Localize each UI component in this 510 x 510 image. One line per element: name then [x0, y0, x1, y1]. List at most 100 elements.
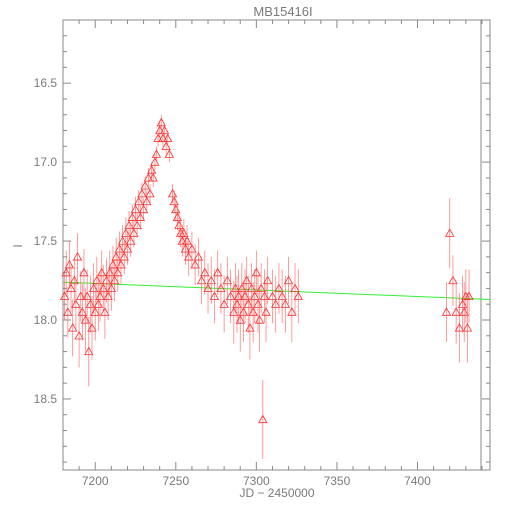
- data-point: [271, 275, 281, 333]
- data-point: [290, 263, 300, 314]
- y-tick-label: 18.0: [34, 313, 58, 327]
- data-point: [464, 269, 474, 324]
- data-point: [251, 250, 262, 295]
- data-point: [59, 272, 70, 320]
- data-point: [235, 288, 245, 352]
- triangle-marker: [71, 299, 81, 308]
- triangle-marker: [159, 125, 170, 135]
- data-point: [196, 256, 207, 305]
- triangle-marker: [163, 133, 173, 143]
- triangle-marker: [196, 275, 207, 285]
- data-point: [95, 271, 105, 322]
- y-axis-label: I: [11, 244, 25, 247]
- data-point: [253, 275, 263, 333]
- data-point: [203, 263, 213, 314]
- data-point: [441, 282, 452, 343]
- data-point: [193, 237, 204, 276]
- data-point: [248, 282, 258, 343]
- data-point: [232, 275, 242, 333]
- triangle-marker: [287, 307, 297, 316]
- triangle-marker: [66, 283, 76, 293]
- triangle-marker: [271, 299, 281, 308]
- triangle-marker: [148, 173, 158, 182]
- data-point: [229, 280, 239, 344]
- data-point: [93, 277, 104, 332]
- triangle-marker: [216, 283, 226, 293]
- data-point: [124, 211, 134, 240]
- triangle-marker: [258, 414, 268, 424]
- data-point: [445, 198, 455, 268]
- data-point: [172, 204, 183, 230]
- data-point: [84, 316, 94, 387]
- data-point: [134, 190, 144, 213]
- triangle-marker: [77, 307, 88, 316]
- data-point: [98, 264, 108, 313]
- triangle-marker: [464, 291, 474, 300]
- data-point: [129, 218, 139, 248]
- data-point: [256, 263, 266, 314]
- data-point: [132, 212, 142, 238]
- triangle-marker: [130, 204, 141, 214]
- triangle-marker: [138, 204, 149, 214]
- data-point: [258, 380, 268, 459]
- data-point: [262, 256, 273, 305]
- triangle-marker: [134, 196, 144, 206]
- data-point: [72, 233, 83, 281]
- data-point: [156, 114, 166, 131]
- data-point: [209, 269, 220, 324]
- triangle-marker: [193, 252, 204, 261]
- triangle-marker: [293, 291, 303, 300]
- triangle-marker: [254, 315, 265, 324]
- trend-line-segment: [62, 281, 491, 300]
- triangle-marker: [454, 323, 465, 332]
- data-point: [66, 264, 76, 313]
- triangle-marker: [245, 323, 255, 332]
- data-point: [277, 269, 287, 324]
- triangle-marker: [72, 252, 83, 261]
- data-points: [59, 114, 474, 459]
- x-tick-label: 7200: [82, 474, 109, 488]
- triangle-marker: [124, 220, 134, 229]
- triangle-marker: [441, 307, 452, 316]
- triangle-marker: [137, 188, 147, 198]
- triangle-marker: [164, 149, 175, 158]
- data-point: [267, 269, 278, 324]
- data-point: [135, 204, 146, 230]
- data-point: [76, 271, 86, 322]
- plot-frame: [62, 19, 491, 471]
- triangle-marker: [135, 212, 146, 221]
- triangle-marker: [451, 307, 461, 316]
- data-point: [67, 299, 78, 357]
- triangle-marker: [250, 291, 260, 300]
- triangle-marker: [63, 307, 73, 316]
- x-axis-label: JD − 2450000: [239, 486, 314, 500]
- data-point: [150, 154, 160, 170]
- data-point: [164, 146, 175, 163]
- data-point: [77, 283, 88, 341]
- data-point: [130, 196, 141, 223]
- data-point: [92, 256, 102, 305]
- triangle-marker: [127, 212, 137, 221]
- triangle-marker: [179, 228, 189, 237]
- data-point: [274, 263, 284, 314]
- triangle-marker: [184, 252, 194, 261]
- x-tick-label: 7250: [162, 474, 189, 488]
- data-point: [462, 293, 473, 363]
- data-point: [114, 231, 125, 267]
- data-point: [213, 250, 223, 295]
- data-point: [230, 263, 241, 314]
- data-point: [119, 239, 129, 275]
- data-point: [138, 198, 149, 221]
- data-point: [145, 184, 155, 204]
- triangle-marker: [206, 275, 216, 285]
- triangle-marker: [121, 228, 131, 237]
- x-tick-label: 7400: [404, 474, 431, 488]
- data-point: [169, 190, 179, 213]
- triangle-marker: [200, 267, 210, 277]
- data-point: [451, 280, 461, 344]
- triangle-marker: [142, 196, 152, 206]
- data-point: [64, 241, 75, 289]
- y-axis-ticks: 16.5 17.0 17.5 18.0 18.5: [34, 35, 490, 463]
- triangle-marker: [113, 267, 123, 277]
